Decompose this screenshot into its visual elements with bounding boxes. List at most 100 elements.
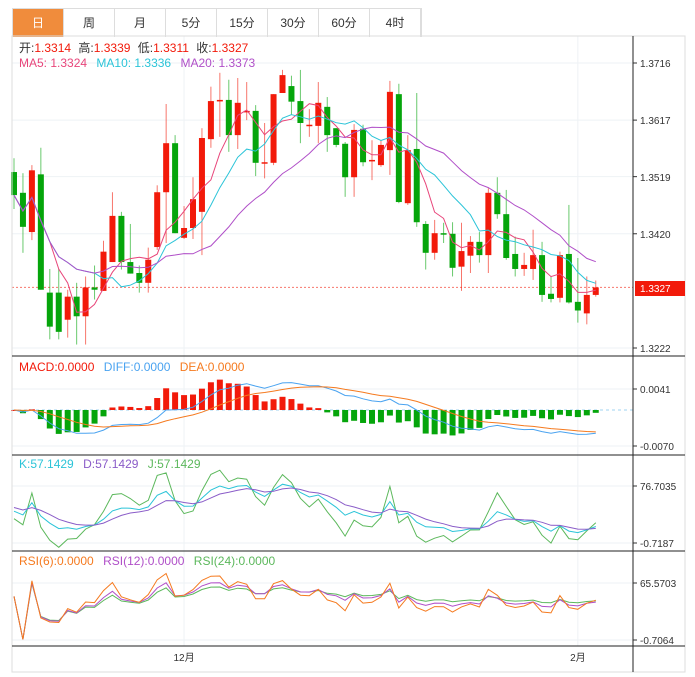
rsi24-value: RSI(24):0.0000	[194, 554, 276, 568]
macd-bar	[234, 383, 241, 410]
candle-up	[82, 287, 89, 317]
macd-bar	[306, 407, 313, 410]
macd-bar	[145, 406, 152, 410]
tab-5min[interactable]: 5分	[166, 9, 217, 37]
tab-month[interactable]: 月	[115, 9, 166, 37]
candle-down	[342, 143, 349, 178]
macd-value: MACD:0.0000	[19, 360, 95, 374]
candle-down	[548, 293, 554, 299]
period-tabs: 日 周 月 5分 15分 30分 60分 4时	[12, 8, 422, 37]
macd-bar	[422, 410, 429, 434]
candle-down	[172, 143, 179, 234]
candle-down	[360, 128, 367, 163]
time-axis: 12月 2月	[173, 652, 585, 664]
candle-up	[198, 138, 205, 212]
macd-bar	[225, 383, 232, 410]
tab-15min[interactable]: 15分	[217, 9, 268, 37]
dea-line	[13, 386, 596, 433]
macd-bar	[360, 410, 367, 423]
macd-bar	[458, 410, 465, 434]
d-line	[13, 487, 596, 530]
rsi6-line	[13, 572, 596, 640]
candle-down	[55, 292, 62, 332]
candle-up	[154, 192, 161, 248]
k-value: K:57.1429	[19, 457, 74, 471]
macd-bar	[279, 396, 286, 410]
candle-down	[494, 192, 501, 215]
candle-down	[512, 253, 519, 269]
tab-60min[interactable]: 60分	[319, 9, 370, 37]
grid	[12, 36, 637, 646]
price-tick: 1.3420	[640, 230, 671, 241]
tab-week[interactable]: 周	[64, 9, 115, 37]
current-price-badge	[635, 281, 685, 296]
macd-bar	[243, 386, 250, 410]
macd-bar	[270, 399, 277, 410]
candle-down	[19, 192, 26, 227]
macd-bar	[55, 410, 62, 434]
macd-bar	[252, 395, 259, 410]
candle-up	[431, 233, 438, 253]
macd-tick: -0.0070	[640, 442, 674, 453]
candle-down	[11, 172, 17, 196]
macd-bar	[333, 410, 340, 417]
rsi12-line	[13, 582, 596, 640]
macd-bar	[503, 410, 510, 417]
candle-down	[503, 214, 510, 258]
candle-down	[127, 262, 134, 274]
candle-down	[136, 273, 143, 283]
macd-bar	[369, 410, 375, 424]
candle-up	[64, 296, 71, 320]
macd-bar	[556, 410, 563, 415]
kdj-tick: -0.7187	[640, 539, 674, 550]
ma10-value: MA10: 1.3336	[96, 56, 171, 70]
price-tick: 1.3222	[640, 344, 671, 355]
macd-bar	[449, 410, 456, 436]
macd-bar	[198, 388, 205, 410]
time-label: 2月	[570, 652, 586, 664]
candle-up	[458, 251, 465, 267]
tab-4hour[interactable]: 4时	[370, 9, 421, 37]
macd-bar	[565, 410, 572, 417]
macd-bar	[37, 410, 44, 420]
candle-up	[583, 294, 590, 314]
price-tick: 1.3617	[640, 116, 671, 127]
rsi12-value: RSI(12):0.0000	[103, 554, 185, 568]
close-label: 收:	[196, 41, 211, 55]
candle-up	[190, 199, 196, 228]
chart-frame	[11, 35, 686, 673]
macd-bar	[216, 379, 223, 410]
macd-bar	[548, 410, 554, 420]
candle-up	[351, 129, 358, 178]
macd-bar	[172, 392, 179, 410]
macd-bar	[163, 388, 170, 410]
candle-down	[440, 233, 447, 235]
candle-up	[243, 110, 250, 113]
candle-up	[386, 91, 393, 151]
candle-up	[234, 102, 241, 136]
candle-down	[395, 94, 402, 203]
candle-up	[261, 162, 268, 164]
macd-bar	[154, 398, 161, 410]
candle-up	[109, 215, 116, 263]
macd-bar	[574, 410, 581, 418]
tab-day[interactable]: 日	[13, 9, 64, 37]
candle-down	[449, 233, 456, 268]
candle-up	[467, 241, 474, 256]
candle-down	[288, 86, 295, 102]
candle-down	[539, 255, 546, 295]
macd-bar	[190, 394, 196, 410]
kdj-legend: K:57.1429 D:57.1429 J:57.1429	[19, 457, 201, 471]
macd-tick: 0.0041	[640, 385, 671, 396]
candle-up	[530, 255, 537, 269]
candle-down	[46, 292, 53, 327]
tab-30min[interactable]: 30分	[268, 9, 319, 37]
macd-bar	[136, 408, 143, 410]
candle-down	[422, 223, 429, 253]
macd-bar	[100, 410, 107, 417]
macd-bar	[342, 410, 349, 423]
macd-bar	[181, 395, 188, 410]
macd-bar	[494, 410, 501, 416]
candle-down	[225, 99, 232, 136]
